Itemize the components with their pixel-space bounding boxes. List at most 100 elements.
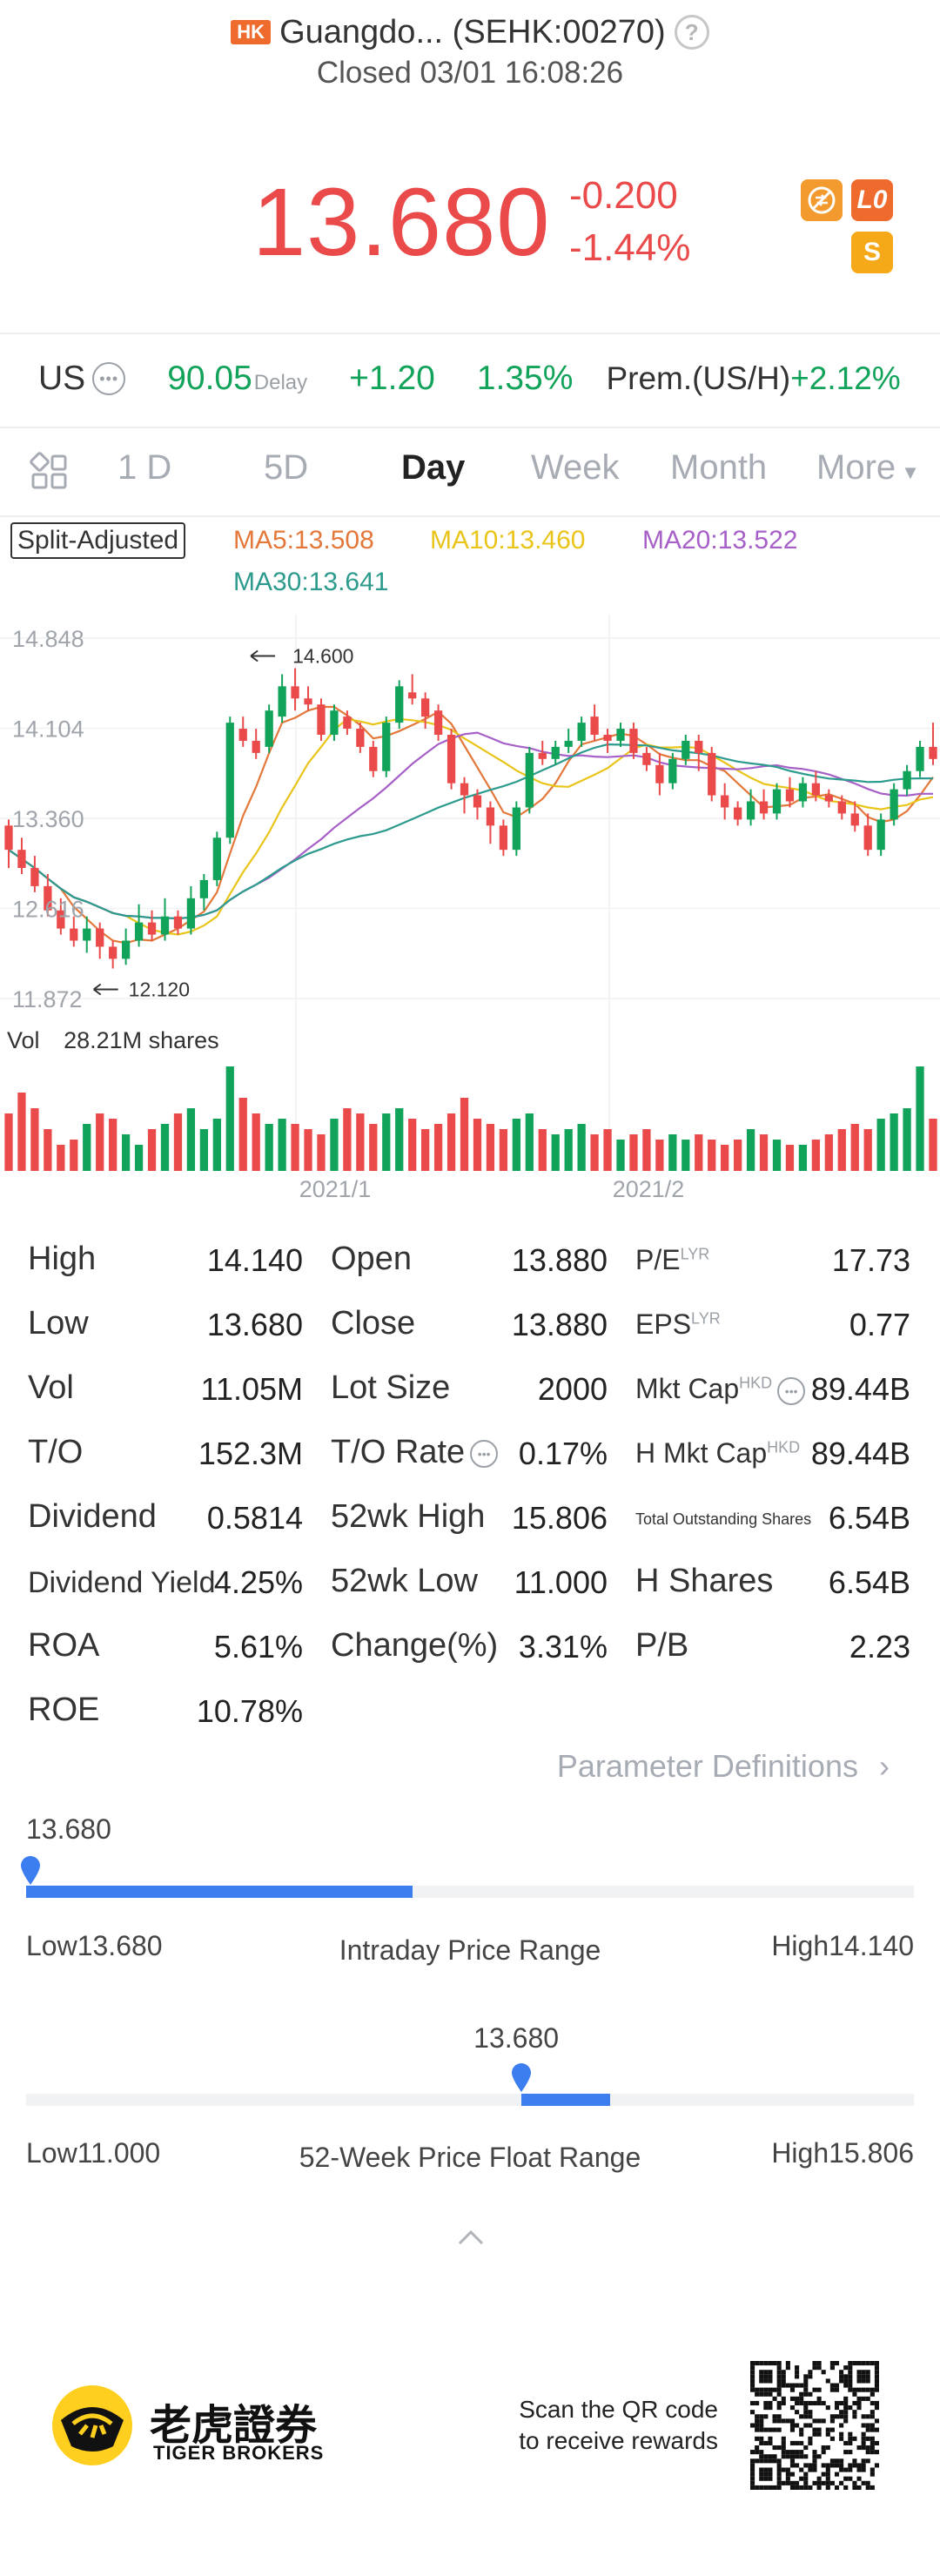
qr-module [852,2463,857,2468]
stock-title[interactable]: Guangdo... (SEHK:00270) [279,13,666,50]
qr-module [803,2410,809,2415]
qr-module [759,2450,764,2455]
week52-fill [521,2094,611,2106]
candle [356,723,365,753]
collapse-chevron-icon[interactable] [457,2216,485,2255]
stat-label: EPSLYR [635,1308,721,1341]
tab-day[interactable]: Day [401,448,466,487]
qr-module [839,2423,844,2428]
volume-bar [473,1119,482,1171]
qr-module [874,2405,879,2411]
qr-module [865,2458,870,2464]
qr-module [803,2445,809,2451]
qr-module [759,2370,764,2375]
qr-module [795,2365,800,2371]
qr-module [874,2361,879,2366]
qr-module [808,2370,813,2375]
candle-body [70,928,78,941]
qr-module [808,2410,813,2415]
volume-bar [655,1140,664,1171]
qr-module [799,2440,804,2445]
qr-module [848,2361,853,2366]
qr-module [785,2418,790,2424]
qr-module [852,2410,857,2415]
qr-module [759,2414,764,2419]
qr-module [821,2463,826,2468]
qr-module [759,2476,764,2481]
grid-layout-icon[interactable] [30,452,70,501]
qr-module [852,2414,857,2419]
volume-bar [512,1119,520,1171]
candlestick-chart[interactable]: 14.848 14.104 13.360 12.616 11.872 2021/1 202… [0,614,940,1206]
split-adjusted-badge[interactable]: Split-Adjusted [10,522,186,559]
qr-module [750,2476,755,2481]
candle-body [837,801,846,814]
qr-module [843,2396,849,2401]
qr-module [861,2423,866,2428]
qr-module [785,2480,790,2485]
x-axis-label: 2021/2 [613,1176,685,1202]
level0-icon[interactable]: L0 [851,179,893,221]
qr-module [799,2454,804,2459]
qr-module [750,2387,755,2392]
tab-week[interactable]: Week [531,448,620,487]
qr-module [785,2361,790,2366]
qr-module [763,2427,769,2432]
no-short-icon[interactable] [801,179,843,221]
stat-value: 2.23 [849,1629,910,1665]
candle-body [382,723,391,771]
candle-body [173,916,183,929]
ma5-label: MA5:13.508 [233,526,374,555]
candle-body [291,686,299,699]
qr-module [759,2485,764,2490]
tab-month[interactable]: Month [670,448,768,487]
candle [160,898,170,941]
tab-5d[interactable]: 5D [264,448,309,487]
help-icon[interactable]: ? [674,15,709,50]
candle-body [265,710,273,747]
qr-module [865,2423,870,2428]
stat-label: Close [331,1305,415,1342]
shortable-icon[interactable]: S [851,232,893,273]
qr-module [768,2374,773,2379]
qr-module [861,2378,866,2384]
stat-label-text: Open [331,1241,412,1277]
volume-bar [564,1129,573,1171]
tab-more[interactable]: More ▼ [816,448,920,488]
qr-module [874,2400,879,2406]
qr-module [821,2418,826,2424]
qr-module [865,2485,870,2490]
divider [0,427,940,428]
qr-module [781,2378,786,2384]
stat-value: 14.140 [206,1242,303,1278]
qr-module [870,2391,875,2397]
qr-module [803,2463,809,2468]
candle-body [356,729,365,747]
qr-module [799,2431,804,2437]
more-dots-icon[interactable]: ••• [92,362,126,395]
us-adr-row[interactable]: US ••• 90.05 Delay +1.20 1.35% Prem.(US/… [38,353,901,405]
qr-module [776,2365,782,2371]
qr-module [789,2454,796,2459]
parameter-definitions-link[interactable]: Parameter Definitions › [557,1748,890,1785]
candle-body [603,735,612,741]
qr-module [799,2485,804,2490]
qr-module [781,2374,786,2379]
qr-module [781,2418,786,2424]
qr-module [789,2427,796,2432]
candle-body [304,698,312,705]
qr-module [825,2427,830,2432]
info-dots-icon[interactable]: ••• [777,1376,806,1405]
tab-1d[interactable]: 1 D [118,448,172,487]
stat-label: T/O [28,1434,83,1471]
qr-code-icon[interactable] [750,2361,879,2490]
qr-module [825,2445,830,2451]
candle [903,764,911,796]
qr-module [861,2387,866,2392]
qr-module [789,2450,796,2455]
volume-bar [199,1129,209,1171]
qr-module [750,2383,755,2388]
low-annotation: 12.120 [129,979,190,1001]
info-dots-icon[interactable]: ••• [470,1439,499,1468]
qr-module [856,2405,862,2411]
